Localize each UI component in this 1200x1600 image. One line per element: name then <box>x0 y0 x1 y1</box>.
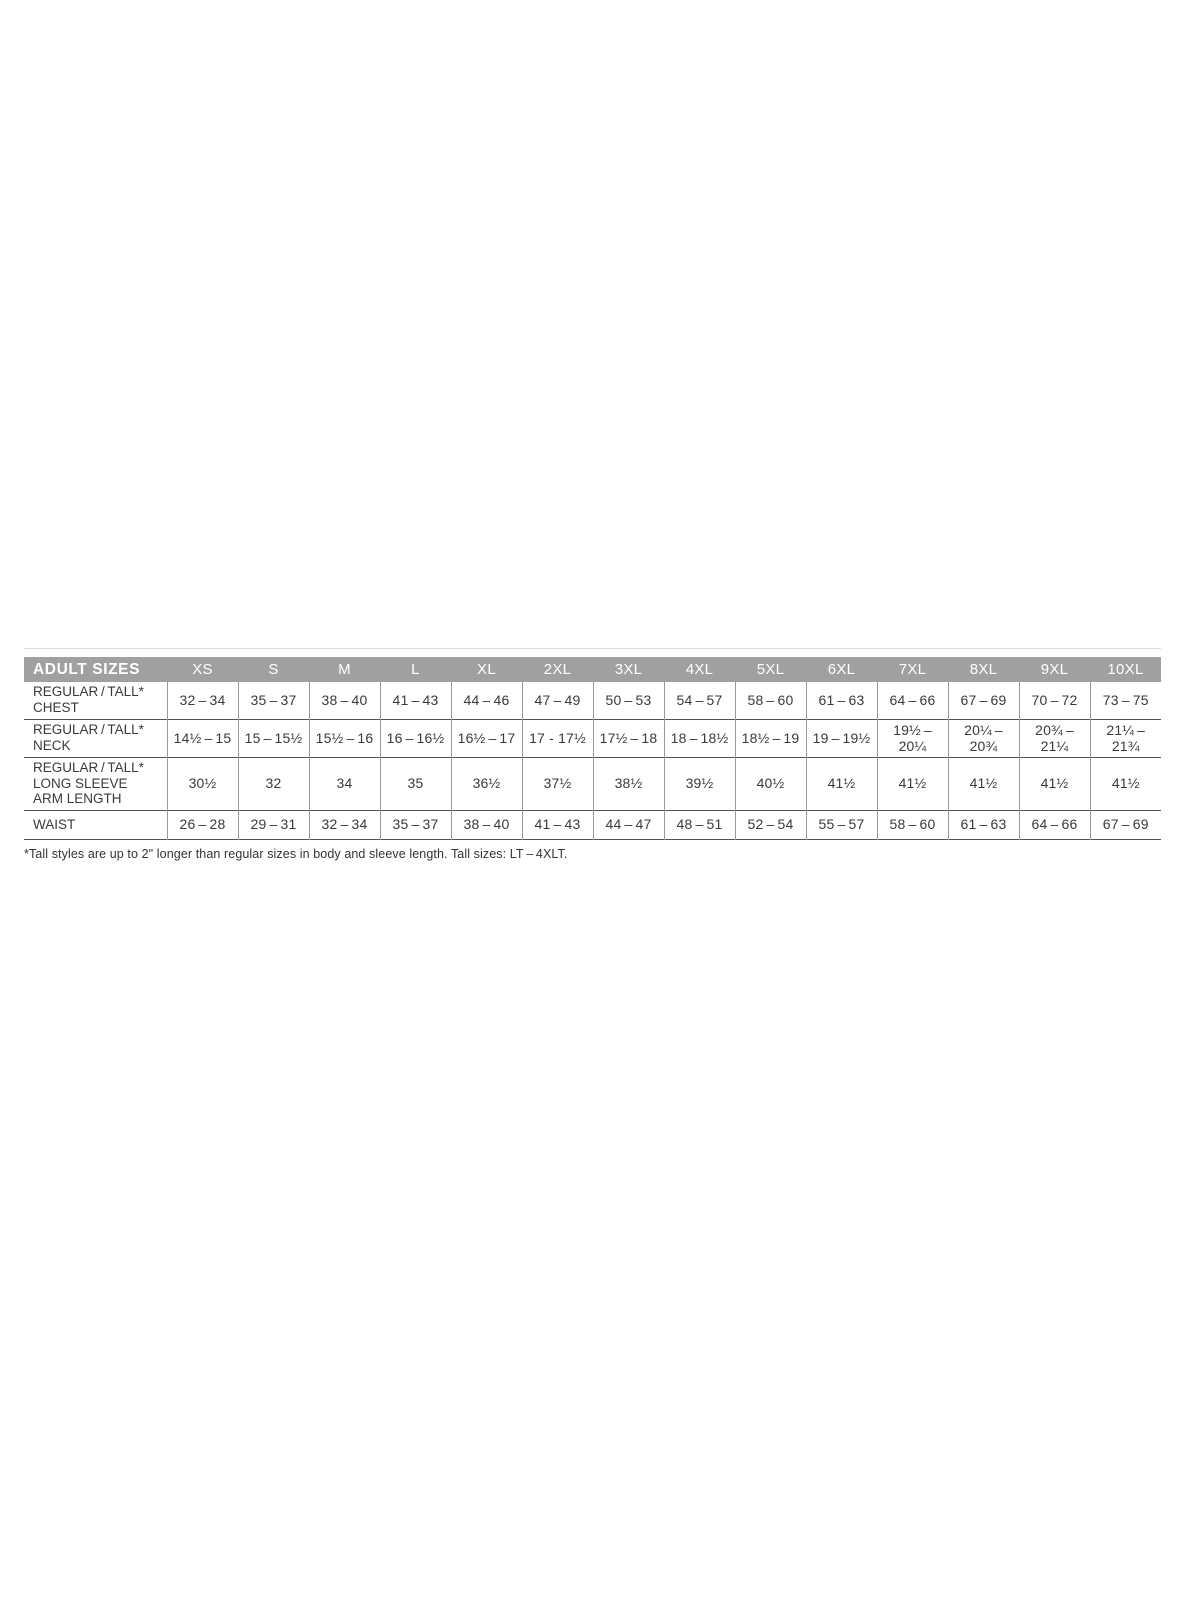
size-value-cell: 38½ <box>592 757 664 811</box>
size-value-cell: 19½ – 20¼ <box>876 719 948 758</box>
column-header-3xl: 3XL <box>593 657 664 682</box>
size-value-cell: 41½ <box>805 757 877 811</box>
size-chart-section: ADULT SIZES XS S M L XL 2XL 3XL 4XL 5XL 6XL 7XL 8XL… <box>24 648 1161 861</box>
size-value-cell: 18½ – 19 <box>734 719 806 758</box>
table-row: REGULAR / TALL* CHEST 32 – 34 35 – 37 38 – … <box>24 682 1161 719</box>
size-value-cell: 44 – 46 <box>450 682 522 719</box>
size-value-cell: 38 – 40 <box>308 682 380 719</box>
size-value-cell: 73 – 75 <box>1089 682 1161 719</box>
column-header-7xl: 7XL <box>877 657 948 682</box>
size-value-cell: 35 <box>379 757 451 811</box>
footnote: *Tall styles are up to 2" longer than re… <box>24 846 568 861</box>
table-row: REGULAR / TALL* NECK 14½ – 15 15 – 15½ 15½ … <box>24 719 1161 758</box>
size-value-cell: 70 – 72 <box>1018 682 1090 719</box>
table-title-cell: ADULT SIZES <box>24 657 167 682</box>
size-value-cell: 26 – 28 <box>166 810 238 840</box>
size-value-cell: 64 – 66 <box>1018 810 1090 840</box>
size-value-cell: 32 – 34 <box>166 682 238 719</box>
column-header-4xl: 4XL <box>664 657 735 682</box>
column-header-l: L <box>380 657 451 682</box>
column-header-10xl: 10XL <box>1090 657 1161 682</box>
size-value-cell: 52 – 54 <box>734 810 806 840</box>
size-value-cell: 18 – 18½ <box>663 719 735 758</box>
table-row: REGULAR / TALL* LONG SLEEVE ARM LENGTH 30… <box>24 757 1161 811</box>
size-value-cell: 35 – 37 <box>379 810 451 840</box>
size-value-cell: 40½ <box>734 757 806 811</box>
size-value-cell: 38 – 40 <box>450 810 522 840</box>
size-value-cell: 15½ – 16 <box>308 719 380 758</box>
size-value-cell: 32 – 34 <box>308 810 380 840</box>
column-header-s: S <box>238 657 309 682</box>
size-value-cell: 41½ <box>1089 757 1161 811</box>
size-value-cell: 50 – 53 <box>592 682 664 719</box>
column-header-xs: XS <box>167 657 238 682</box>
column-header-8xl: 8XL <box>948 657 1019 682</box>
size-value-cell: 32 <box>237 757 309 811</box>
size-value-cell: 34 <box>308 757 380 811</box>
column-header-xl: XL <box>451 657 522 682</box>
size-value-cell: 41 – 43 <box>379 682 451 719</box>
column-header-2xl: 2XL <box>522 657 593 682</box>
row-label: REGULAR / TALL* NECK <box>33 722 144 754</box>
size-value-cell: 19 – 19½ <box>805 719 877 758</box>
size-value-cell: 30½ <box>166 757 238 811</box>
column-header-6xl: 6XL <box>806 657 877 682</box>
size-value-cell: 17½ – 18 <box>592 719 664 758</box>
row-label: WAIST <box>33 816 76 832</box>
row-label: REGULAR / TALL* CHEST <box>33 684 144 716</box>
column-header-m: M <box>309 657 380 682</box>
column-header-9xl: 9XL <box>1019 657 1090 682</box>
size-value-cell: 54 – 57 <box>663 682 735 719</box>
size-value-cell: 41½ <box>876 757 948 811</box>
size-value-cell: 67 – 69 <box>947 682 1019 719</box>
size-value-cell: 41½ <box>1018 757 1090 811</box>
size-value-cell: 29 – 31 <box>237 810 309 840</box>
size-value-cell: 39½ <box>663 757 735 811</box>
size-value-cell: 61 – 63 <box>805 682 877 719</box>
size-value-cell: 58 – 60 <box>876 810 948 840</box>
size-value-cell: 67 – 69 <box>1089 810 1161 840</box>
row-label: REGULAR / TALL* LONG SLEEVE ARM LENGTH <box>33 759 144 807</box>
size-value-cell: 21¼ – 21¾ <box>1089 719 1161 758</box>
size-value-cell: 20¾ – 21¼ <box>1018 719 1090 758</box>
size-value-cell: 55 – 57 <box>805 810 877 840</box>
table-row: WAIST 26 – 28 29 – 31 32 – 34 35 – 37 38 – 40… <box>24 810 1161 840</box>
column-header-5xl: 5XL <box>735 657 806 682</box>
table-top-divider <box>24 648 1161 649</box>
size-value-cell: 41 – 43 <box>521 810 593 840</box>
size-value-cell: 64 – 66 <box>876 682 948 719</box>
size-value-cell: 20¼ – 20¾ <box>947 719 1019 758</box>
size-value-cell: 47 – 49 <box>521 682 593 719</box>
size-value-cell: 16½ – 17 <box>450 719 522 758</box>
size-value-cell: 44 – 47 <box>592 810 664 840</box>
size-value-cell: 48 – 51 <box>663 810 735 840</box>
size-value-cell: 35 – 37 <box>237 682 309 719</box>
size-value-cell: 37½ <box>521 757 593 811</box>
adult-sizes-table: ADULT SIZES XS S M L XL 2XL 3XL 4XL 5XL 6XL 7XL 8XL… <box>24 657 1161 840</box>
table-header-row: ADULT SIZES XS S M L XL 2XL 3XL 4XL 5XL 6XL 7XL 8XL… <box>24 657 1161 682</box>
size-value-cell: 41½ <box>947 757 1019 811</box>
size-value-cell: 16 – 16½ <box>379 719 451 758</box>
size-value-cell: 17 - 17½ <box>521 719 593 758</box>
size-value-cell: 14½ – 15 <box>166 719 238 758</box>
size-value-cell: 58 – 60 <box>734 682 806 719</box>
size-value-cell: 36½ <box>450 757 522 811</box>
size-value-cell: 15 – 15½ <box>237 719 309 758</box>
size-value-cell: 61 – 63 <box>947 810 1019 840</box>
